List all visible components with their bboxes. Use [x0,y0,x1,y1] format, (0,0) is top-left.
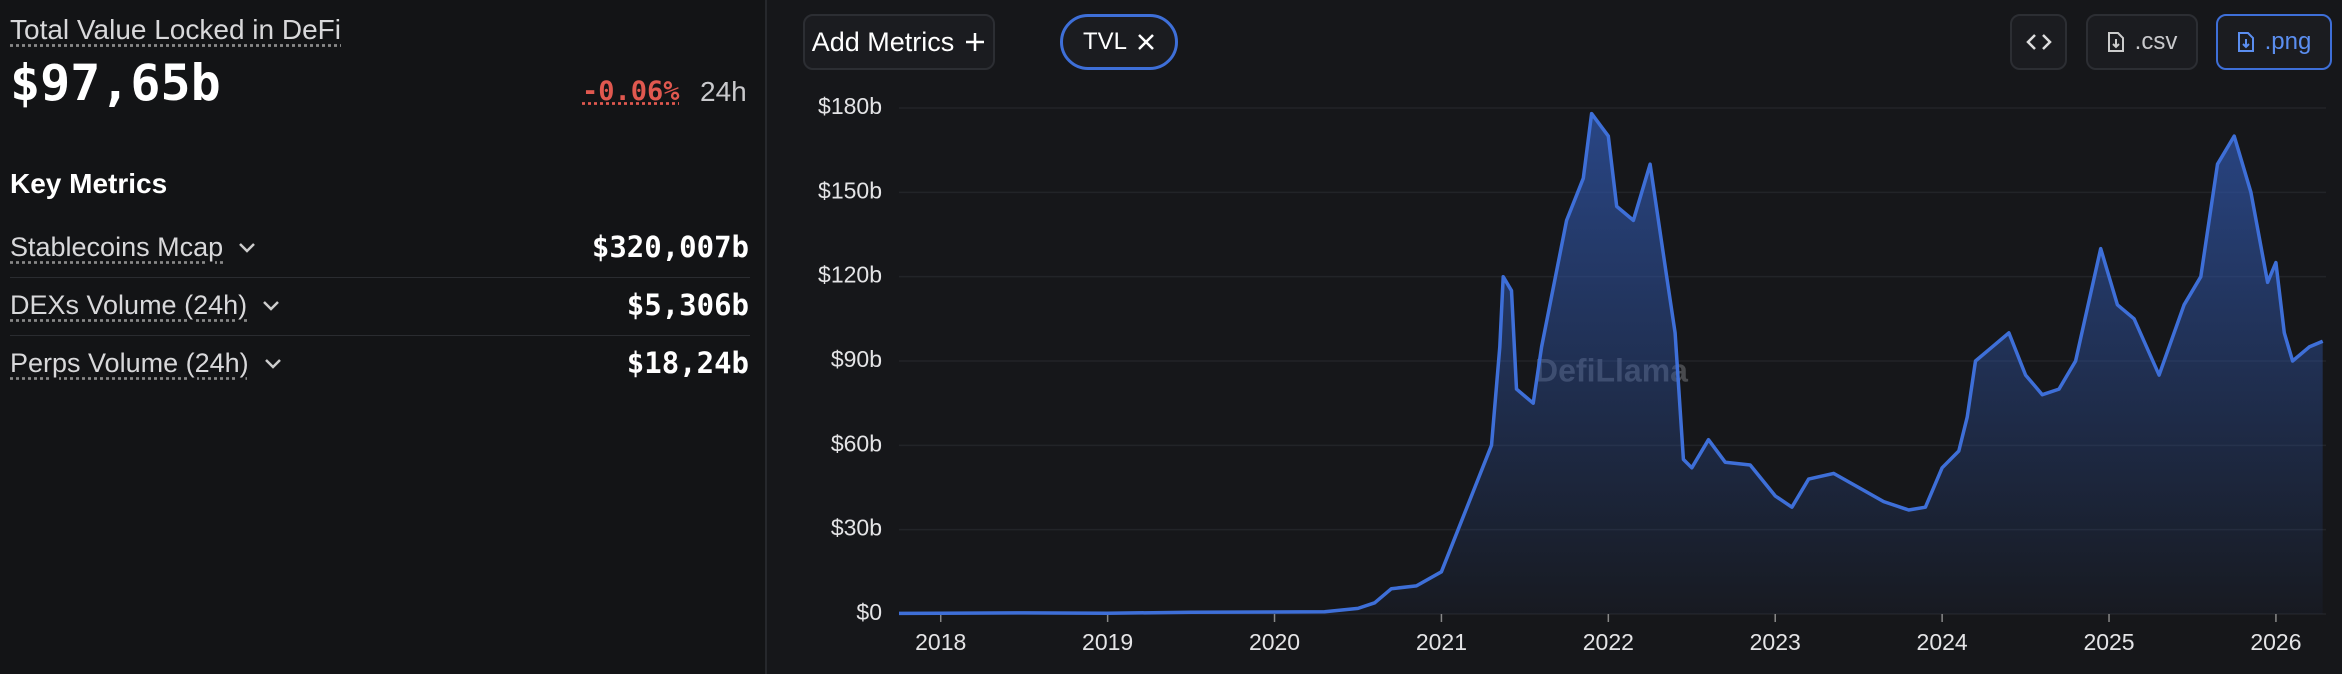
file-icon [2107,32,2124,52]
x-tick-label: 2026 [2250,629,2301,655]
x-tick-label: 2022 [1583,629,1634,655]
metric-row[interactable]: Perps Volume (24h) [10,348,283,379]
chevron [263,300,279,311]
line [898,111,2324,616]
tvl-change: -0.06% [582,76,680,107]
y-tick-label: $180b [818,93,882,119]
tag-label: TVL [1082,28,1127,55]
metric-label: DEXs Volume (24h) [10,290,248,320]
metric-label: Stablecoins Mcap [10,232,224,262]
close-icon [1138,34,1154,50]
button-label: .csv [2134,28,2178,55]
metric-row[interactable]: DEXs Volume (24h) [10,290,281,321]
button-label: .png [2264,28,2312,55]
y-tick-label: $120b [818,262,882,288]
summary-panel: Total Value Locked in DeFi $97,65b -0.06… [0,0,767,674]
metric-label: Perps Volume (24h) [10,348,249,378]
plus-icon [966,33,985,51]
metric-value: $320,007b [591,230,749,264]
x-tick-label: 2023 [1750,629,1801,655]
x-tick-label: 2021 [1416,629,1467,655]
tvl-tag[interactable]: TVL [1060,14,1178,70]
csv-button[interactable]: .csv [2086,14,2198,70]
x-tick-label: 2019 [1082,629,1133,655]
code-icon [2025,34,2052,50]
y-tick-label: $90b [831,346,882,372]
metric-value: $18,24b [626,346,749,380]
embed-button[interactable] [2010,14,2067,70]
summary-title: Total Value Locked in DeFi [10,14,341,45]
x-tick-label: 2025 [2083,629,2134,655]
separator [10,335,750,336]
chevron [239,242,256,253]
y-tick-label: $60b [831,430,882,456]
png-button[interactable]: .png [2216,14,2332,70]
key-metrics-title: Key Metrics [10,168,168,199]
add-metrics-button[interactable]: Add Metrics [803,14,995,70]
x-tick-label: 2020 [1249,629,1300,655]
y-tick-label: $0 [856,599,882,625]
separator [10,277,750,278]
x-tick-label: 2018 [915,629,966,655]
y-tick-label: $150b [818,177,882,203]
area [899,113,2323,614]
metric-row[interactable]: Stablecoins Mcap [10,232,257,263]
button-label: Add Metrics [811,26,955,57]
y-tick-label: $30b [831,515,882,541]
metric-value: $5,306b [626,288,749,322]
x-tick-label: 2024 [1917,629,1968,655]
tvl-value: $97,65b [10,54,221,112]
file-icon [2237,32,2254,52]
change-period: 24h [700,76,747,107]
chevron [264,358,281,369]
